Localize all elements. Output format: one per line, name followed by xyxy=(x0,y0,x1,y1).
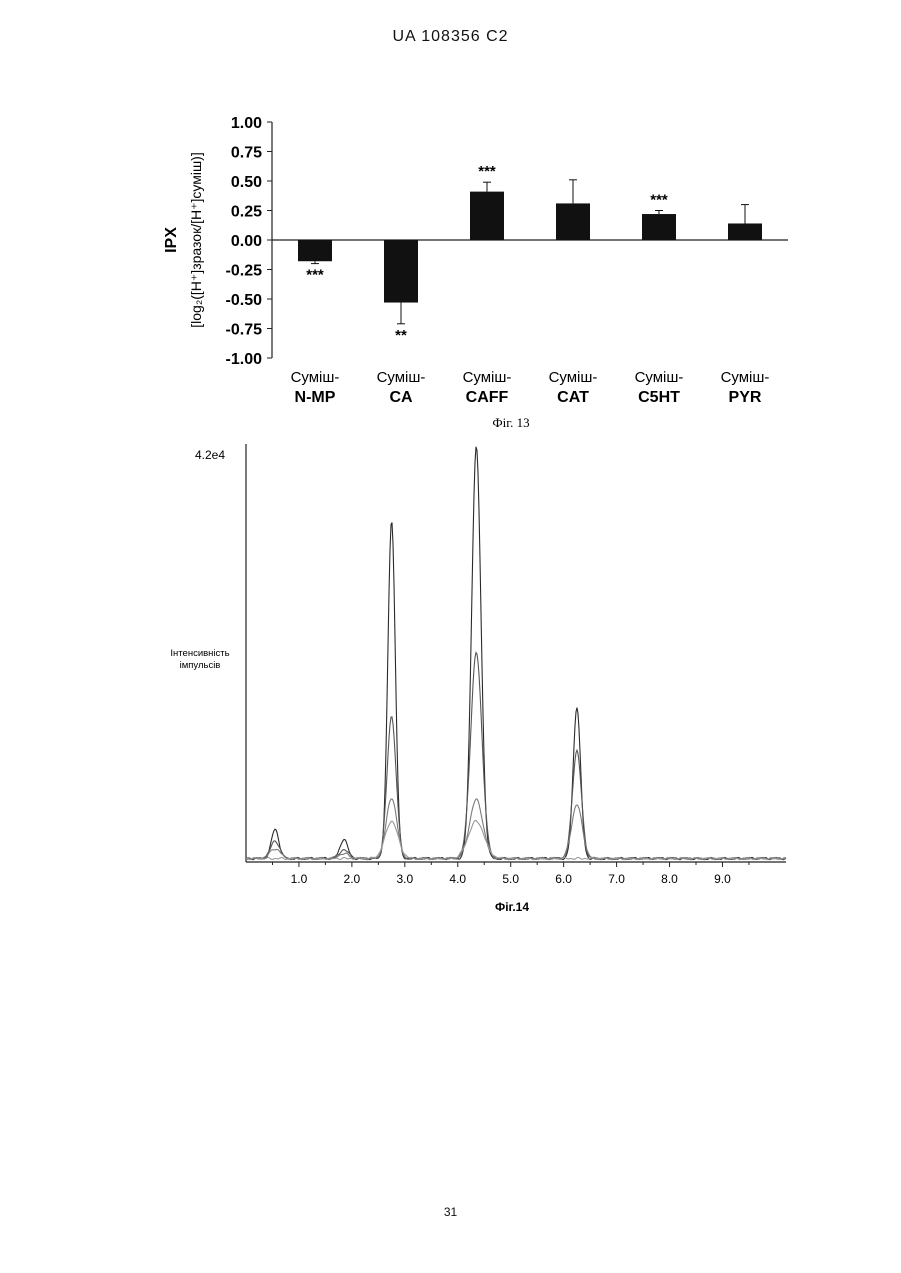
x-tick-label: 5.0 xyxy=(502,872,519,886)
y-tick-label: 0.75 xyxy=(231,145,262,162)
category-label-line1: Суміш- xyxy=(377,369,426,386)
y-tick-label: -0.75 xyxy=(226,322,263,339)
y-tick-label: -0.25 xyxy=(226,263,263,280)
category-label-line1: Суміш- xyxy=(463,369,512,386)
y-tick-label: 1.00 xyxy=(231,115,262,132)
bar xyxy=(642,214,676,240)
x-tick-label: 4.0 xyxy=(449,872,466,886)
category-label-line2: PYR xyxy=(729,389,762,406)
significance-label: ** xyxy=(395,327,407,344)
chromatogram-trace xyxy=(246,653,786,860)
y-tick-label: -0.50 xyxy=(226,292,263,309)
significance-label: *** xyxy=(650,192,668,209)
category-label-line2: CAFF xyxy=(466,389,509,406)
y-axis-label-sub: [log₂([H⁺]зразок/[H⁺]суміш)] xyxy=(188,152,204,328)
y-axis-label-main: IPX xyxy=(163,227,180,253)
category-label-line2: CAT xyxy=(557,389,589,406)
y-max-label: 4.2e4 xyxy=(195,448,225,462)
figure-13-caption: Фіг. 13 xyxy=(492,415,529,430)
bar xyxy=(728,223,762,240)
bar xyxy=(384,240,418,303)
bar-chart-fig13: IPX [log₂([H⁺]зразок/[H⁺]суміш)] 1.00 0.7… xyxy=(0,0,901,440)
chromatogram-axes xyxy=(246,444,786,862)
x-tick-label: 6.0 xyxy=(555,872,572,886)
bar-axes xyxy=(272,122,788,358)
category-label-line2: N-MP xyxy=(295,389,336,406)
x-tick-label: 1.0 xyxy=(291,872,308,886)
y-tick-label: 0.25 xyxy=(231,204,262,221)
category-label-line1: Суміш- xyxy=(549,369,598,386)
y-axis-label-line1: Інтенсивність xyxy=(170,648,229,659)
significance-label: *** xyxy=(306,267,324,284)
category-label-line2: CA xyxy=(389,389,413,406)
figure-14-caption: Фіг.14 xyxy=(495,900,529,914)
x-tick-label: 7.0 xyxy=(608,872,625,886)
x-tick-label: 8.0 xyxy=(661,872,678,886)
y-tick-label: 0.00 xyxy=(231,233,262,250)
bar-categories: Суміш- N-MP Суміш- CA Суміш- CAFF Суміш- CAT Сум… xyxy=(291,369,770,406)
chromatogram-x-ticks: 1.0 2.0 3.0 4.0 5.0 6.0 7.0 8.0 9.0 xyxy=(272,862,748,886)
x-tick-label: 3.0 xyxy=(396,872,413,886)
bar xyxy=(470,192,504,240)
page-number: 31 xyxy=(0,1205,901,1219)
bar xyxy=(556,203,590,240)
chromatogram-trace xyxy=(246,821,786,860)
bar-series: *********** xyxy=(298,163,762,344)
chromatogram-trace xyxy=(246,799,786,860)
x-tick-label: 9.0 xyxy=(714,872,731,886)
category-label-line1: Суміш- xyxy=(635,369,684,386)
category-label-line1: Суміш- xyxy=(721,369,770,386)
chromatogram-fig14: 4.2e4 Інтенсивність імпульсів 1.0 2.0 3.0 4… xyxy=(0,430,901,930)
chromatogram-trace xyxy=(246,447,786,860)
bar-y-ticks: 1.00 0.75 0.50 0.25 0.00 -0.25 -0.50 -0.75 -1.00 xyxy=(226,115,272,368)
bar xyxy=(298,240,332,261)
significance-label: *** xyxy=(478,163,496,180)
y-tick-label: 0.50 xyxy=(231,174,262,191)
y-axis-label-line2: імпульсів xyxy=(180,660,221,671)
y-tick-label: -1.00 xyxy=(226,351,263,368)
category-label-line1: Суміш- xyxy=(291,369,340,386)
chromatogram-traces xyxy=(246,447,786,860)
x-tick-label: 2.0 xyxy=(344,872,361,886)
category-label-line2: C5HT xyxy=(638,389,680,406)
